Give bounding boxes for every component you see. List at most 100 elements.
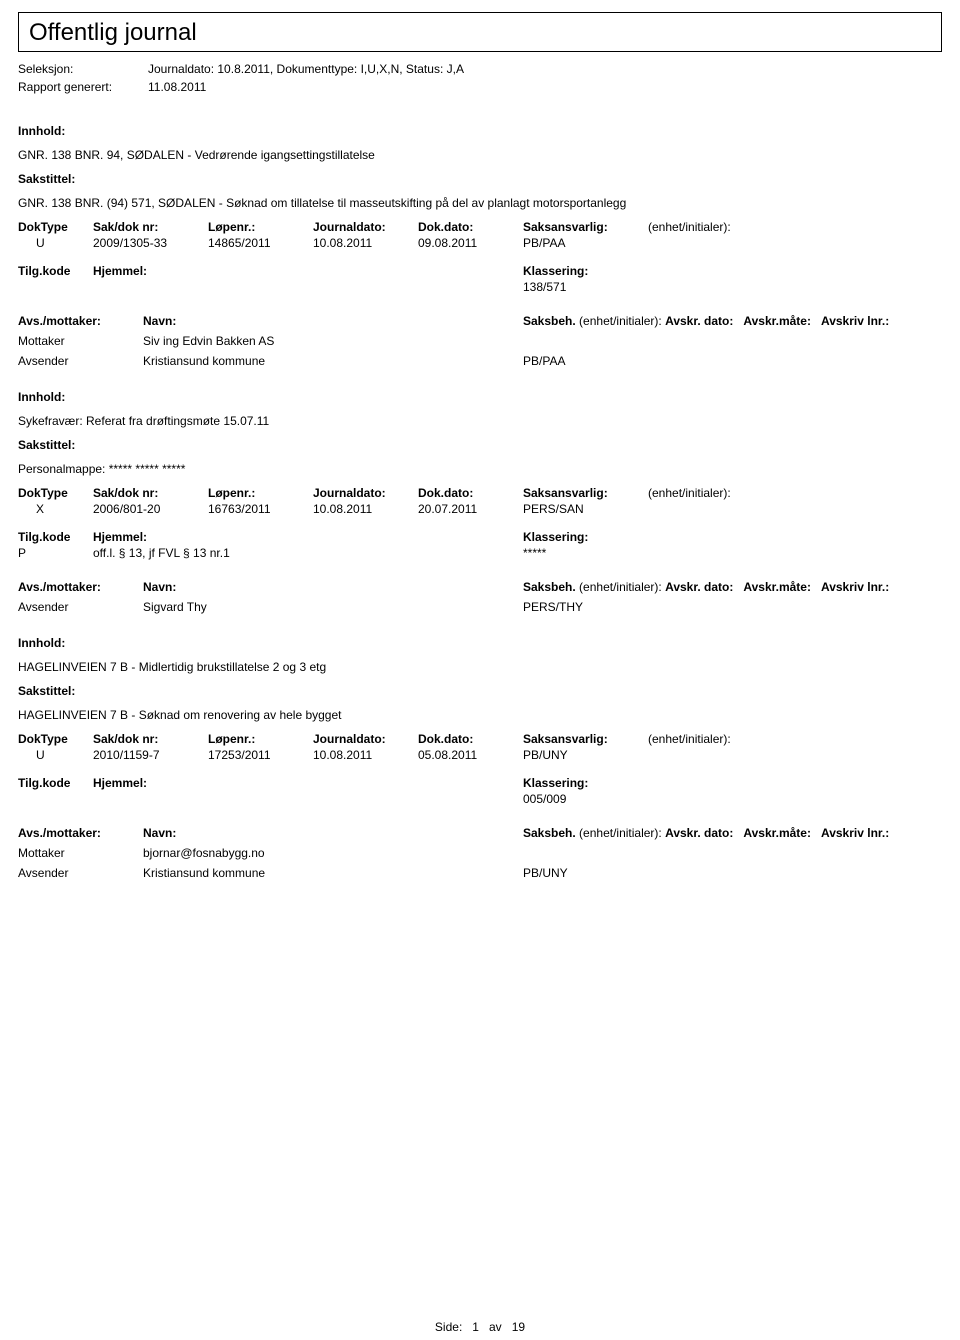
sakstittel-text: Personalmappe: ***** ***** *****	[18, 462, 942, 476]
rapport-value: 11.08.2011	[148, 80, 206, 94]
journal-entry: Innhold: HAGELINVEIEN 7 B - Midlertidig …	[18, 636, 942, 880]
title-box: Offentlig journal	[18, 12, 942, 52]
avskr-dato-label: Avskr. dato:	[665, 314, 733, 328]
navn-label: Navn:	[143, 826, 176, 840]
saksansvarlig-value: PERS/SAN	[523, 502, 648, 516]
enhet-label-2: (enhet/initialer):	[579, 580, 662, 594]
saksansvarlig-value: PB/PAA	[523, 236, 648, 250]
tilg-values: P off.l. § 13, jf FVL § 13 nr.1	[18, 546, 523, 560]
dokdato-label: Dok.dato:	[418, 486, 523, 500]
journal-entry: Innhold: Sykefravær: Referat fra drøftin…	[18, 390, 942, 614]
doc-headers: DokType Sak/dok nr: Løpenr.: Journaldato…	[18, 732, 942, 746]
party-unit: PB/UNY	[523, 866, 568, 880]
sakdok-value: 2010/1159-7	[93, 748, 208, 762]
dokdato-value: 09.08.2011	[418, 236, 523, 250]
tilgkode-label: Tilg.kode	[18, 264, 93, 278]
sakstittel-label: Sakstittel:	[18, 172, 942, 186]
klass-block: Tilg.kode Hjemmel: Klassering: 005/009	[18, 774, 942, 808]
journal-entry: Innhold: GNR. 138 BNR. 94, SØDALEN - Ved…	[18, 124, 942, 368]
parties-block: Avs./mottaker: Navn: Saksbeh. (enhet/ini…	[18, 826, 942, 880]
footer-total: 19	[512, 1320, 525, 1334]
party-role: Avsender	[18, 866, 143, 880]
enhet-label-2: (enhet/initialer):	[579, 826, 662, 840]
enhet-value	[648, 236, 778, 250]
lopenr-value: 16763/2011	[208, 502, 313, 516]
klass-block: Tilg.kode Hjemmel: P off.l. § 13, jf FVL…	[18, 528, 942, 562]
journaldato-value: 10.08.2011	[313, 748, 418, 762]
dokdato-label: Dok.dato:	[418, 732, 523, 746]
parties-header: Avs./mottaker: Navn: Saksbeh. (enhet/ini…	[18, 314, 942, 328]
sakdok-label: Sak/dok nr:	[93, 732, 208, 746]
saksbeh-label: Saksbeh.	[523, 580, 576, 594]
saksansvarlig-label: Saksansvarlig:	[523, 486, 648, 500]
journaldato-value: 10.08.2011	[313, 236, 418, 250]
sakdok-label: Sak/dok nr:	[93, 486, 208, 500]
klass-block: Tilg.kode Hjemmel: Klassering: 138/571	[18, 262, 942, 296]
tilg-headers: Tilg.kode Hjemmel:	[18, 264, 523, 278]
saksansvarlig-value: PB/UNY	[523, 748, 648, 762]
party-name: Sigvard Thy	[143, 600, 523, 614]
party-name: bjornar@fosnabygg.no	[143, 846, 523, 860]
party-role: Mottaker	[18, 846, 143, 860]
party-line: Avsender Kristiansund kommune PB/PAA	[18, 354, 942, 368]
innhold-label: Innhold:	[18, 124, 942, 138]
footer-av: av	[489, 1320, 502, 1334]
avskriv-lnr-label: Avskriv lnr.:	[821, 314, 889, 328]
hjemmel-value: off.l. § 13, jf FVL § 13 nr.1	[93, 546, 230, 560]
klassering-value: *****	[523, 546, 546, 560]
sakstittel-text: GNR. 138 BNR. (94) 571, SØDALEN - Søknad…	[18, 196, 942, 210]
doc-values: U 2010/1159-7 17253/2011 10.08.2011 05.0…	[18, 748, 942, 762]
lopenr-label: Løpenr.:	[208, 220, 313, 234]
avs-mottaker-label: Avs./mottaker:	[18, 580, 143, 594]
avskr-mate-label: Avskr.måte:	[743, 314, 811, 328]
entries-container: Innhold: GNR. 138 BNR. 94, SØDALEN - Ved…	[0, 124, 960, 880]
party-name: Kristiansund kommune	[143, 866, 523, 880]
klass-header: Klassering:	[523, 264, 588, 278]
dokdato-value: 05.08.2011	[418, 748, 523, 762]
enhet-label: (enhet/initialer):	[648, 220, 778, 234]
klass-value-row: *****	[523, 546, 588, 560]
party-line: Mottaker bjornar@fosnabygg.no	[18, 846, 942, 860]
page-title: Offentlig journal	[29, 19, 197, 46]
enhet-label: (enhet/initialer):	[648, 732, 778, 746]
party-role: Avsender	[18, 354, 143, 368]
footer-page: 1	[472, 1320, 479, 1334]
parties-block: Avs./mottaker: Navn: Saksbeh. (enhet/ini…	[18, 580, 942, 614]
klass-value-row: 138/571	[523, 280, 588, 294]
footer-side: Side:	[435, 1320, 462, 1334]
journaldato-label: Journaldato:	[313, 220, 418, 234]
header-meta: Seleksjon: Journaldato: 10.8.2011, Dokum…	[0, 52, 960, 102]
avskriv-lnr-label: Avskriv lnr.:	[821, 826, 889, 840]
enhet-value	[648, 502, 778, 516]
seleksjon-value: Journaldato: 10.8.2011, Dokumenttype: I,…	[148, 62, 464, 76]
innhold-label: Innhold:	[18, 636, 942, 650]
hjemmel-label: Hjemmel:	[93, 776, 147, 790]
doc-headers: DokType Sak/dok nr: Løpenr.: Journaldato…	[18, 486, 942, 500]
avskr-mate-label: Avskr.måte:	[743, 580, 811, 594]
klass-value-row: 005/009	[523, 792, 588, 806]
saksbeh-label: Saksbeh.	[523, 314, 576, 328]
klass-header: Klassering:	[523, 530, 588, 544]
enhet-label: (enhet/initialer):	[648, 486, 778, 500]
klassering-label: Klassering:	[523, 776, 588, 790]
tilgkode-label: Tilg.kode	[18, 530, 93, 544]
lopenr-label: Løpenr.:	[208, 732, 313, 746]
enhet-value	[648, 748, 778, 762]
doc-headers: DokType Sak/dok nr: Løpenr.: Journaldato…	[18, 220, 942, 234]
doktype-label: DokType	[18, 486, 93, 500]
avskr-dato-label: Avskr. dato:	[665, 826, 733, 840]
doc-values: U 2009/1305-33 14865/2011 10.08.2011 09.…	[18, 236, 942, 250]
journaldato-label: Journaldato:	[313, 486, 418, 500]
lopenr-value: 17253/2011	[208, 748, 313, 762]
klassering-label: Klassering:	[523, 264, 588, 278]
saksbeh-label: Saksbeh.	[523, 826, 576, 840]
avskriv-lnr-label: Avskriv lnr.:	[821, 580, 889, 594]
klass-header: Klassering:	[523, 776, 588, 790]
doktype-value: U	[18, 748, 93, 762]
sakdok-label: Sak/dok nr:	[93, 220, 208, 234]
party-unit: PB/PAA	[523, 354, 565, 368]
sakstittel-label: Sakstittel:	[18, 684, 942, 698]
doktype-label: DokType	[18, 732, 93, 746]
avskr-dato-label: Avskr. dato:	[665, 580, 733, 594]
party-name: Kristiansund kommune	[143, 354, 523, 368]
